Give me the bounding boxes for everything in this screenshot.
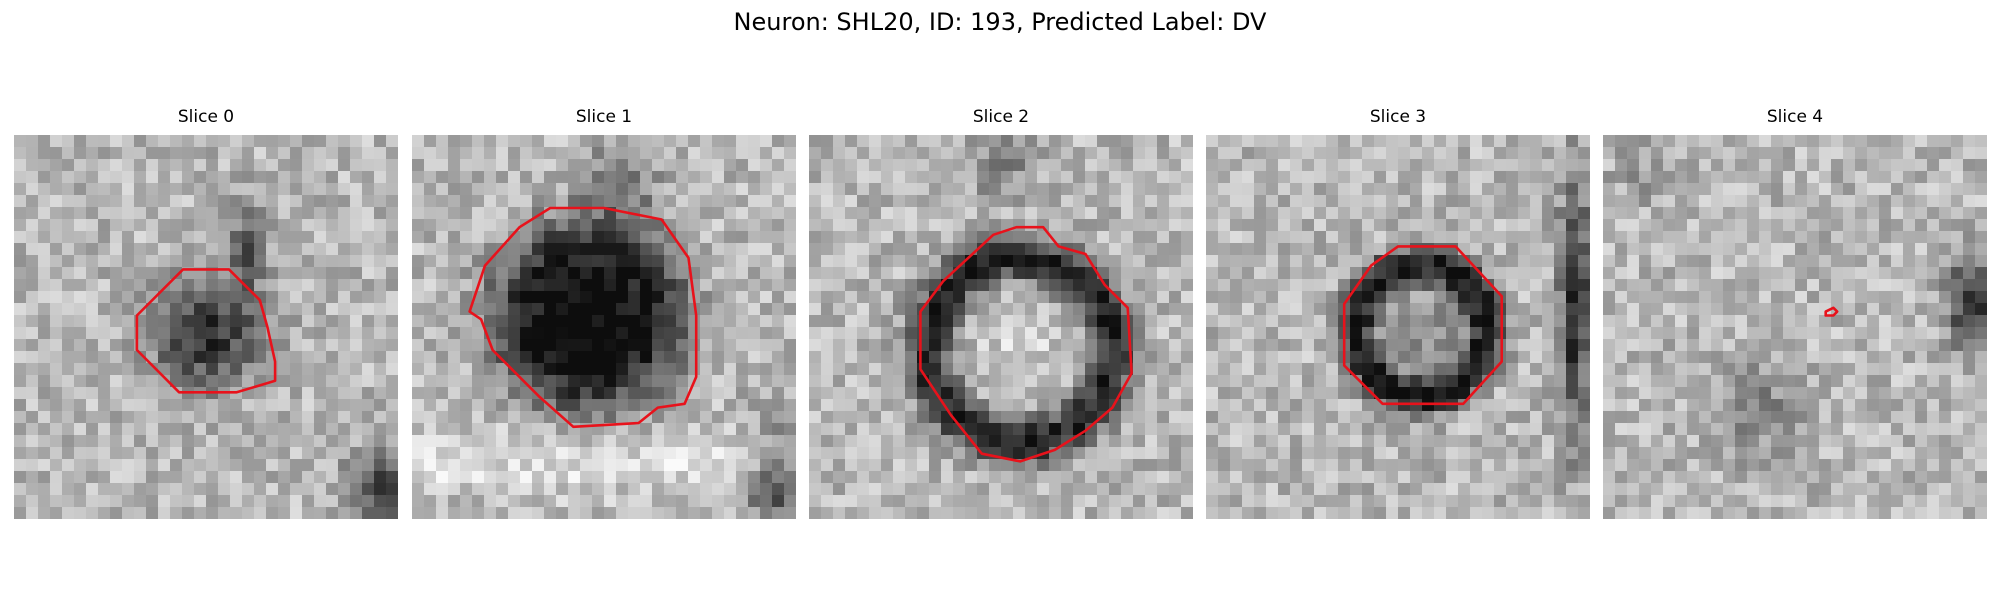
slice-image-2 <box>809 135 1193 519</box>
slice-image-0 <box>14 135 398 519</box>
slice-title-0: Slice 0 <box>177 107 235 127</box>
slice-panel-3: Slice 3 <box>1206 106 1590 520</box>
slice-title-4: Slice 4 <box>1766 107 1824 127</box>
cell-contour-3 <box>1342 245 1504 406</box>
slice-image-4 <box>1603 135 1987 519</box>
slice-panel-0: Slice 0 <box>14 106 398 520</box>
slice-panel-2: Slice 2 <box>809 106 1193 520</box>
slice-image-1 <box>412 135 796 519</box>
slice-panel-1: Slice 1 <box>412 106 796 520</box>
slice-title-3: Slice 3 <box>1369 107 1427 127</box>
slice-title-1: Slice 1 <box>575 107 633 127</box>
cell-contour-0 <box>135 268 277 394</box>
cell-contour-1 <box>468 206 698 429</box>
cell-contour-2 <box>919 225 1133 463</box>
slice-image-3 <box>1206 135 1590 519</box>
slice-panel-4: Slice 4 <box>1603 106 1987 520</box>
cell-contour-4 <box>1824 306 1839 317</box>
slice-title-2: Slice 2 <box>972 107 1030 127</box>
figure-title: Neuron: SHL20, ID: 193, Predicted Label:… <box>733 8 1267 36</box>
